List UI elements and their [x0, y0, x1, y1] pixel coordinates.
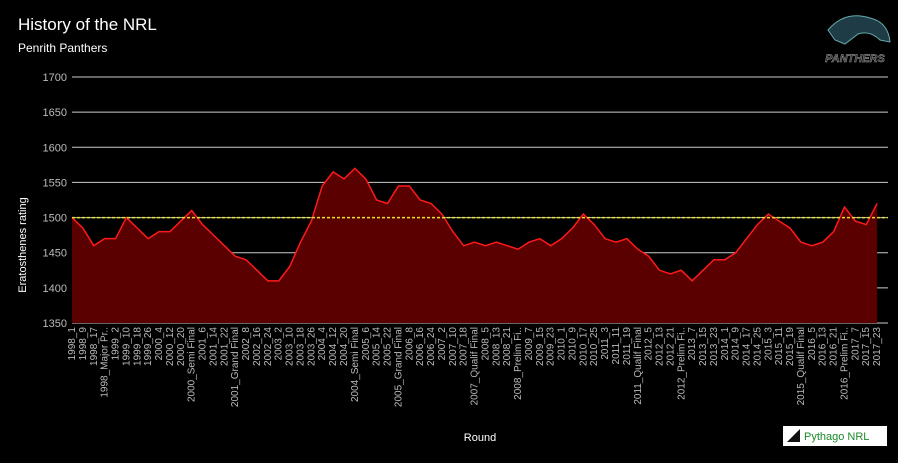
x-tick-label: 2012_13 [655, 327, 666, 366]
x-tick-label: 2017_23 [872, 327, 883, 366]
x-tick-label: 2015_Qualif Final [796, 327, 807, 405]
y-tick-label: 1700 [43, 72, 67, 84]
x-tick-label: 1998_1 [67, 327, 78, 361]
y-tick-label: 1600 [43, 142, 67, 154]
x-tick-label: 1999_26 [143, 327, 154, 366]
x-tick-label: 2014_25 [752, 327, 763, 366]
x-tick-label: 2009_23 [546, 327, 557, 366]
y-tick-label: 1650 [43, 107, 67, 119]
brand-icon [787, 429, 800, 442]
x-tick-label: 2011_3 [600, 327, 611, 360]
x-tick-label: 2007_10 [448, 327, 459, 366]
x-tick-label: 2013_15 [698, 327, 709, 366]
x-tick-label: 2002_16 [252, 327, 263, 366]
x-tick-label: 2012_5 [644, 327, 655, 361]
brand: Pythago NRL [783, 426, 887, 446]
x-tick-label: 2004_12 [328, 327, 339, 366]
x-tick-label: 1998_9 [78, 327, 89, 361]
x-tick-label: 2005_Grand Final [393, 327, 404, 407]
x-tick-label: 2013_23 [709, 327, 720, 366]
x-tick-label: 1999_2 [111, 327, 122, 361]
x-tick-label: 2017_15 [861, 327, 872, 366]
x-tick-label: 2009_15 [535, 327, 546, 366]
x-tick-label: 2016_5 [807, 327, 818, 361]
x-tick-label: 2010_25 [589, 327, 600, 366]
x-tick-label: 2016_21 [829, 327, 840, 366]
x-tick-label: 2007_18 [459, 327, 470, 366]
x-tick-label: 2010_17 [578, 327, 589, 366]
y-axis-label: Eratosthenes rating [17, 197, 29, 292]
y-tick-label: 1350 [43, 318, 67, 330]
x-tick-label: 2011_Qualif Final [633, 327, 644, 405]
chart-subtitle: Penrith Panthers [18, 41, 107, 55]
x-tick-label: 2008_13 [491, 327, 502, 366]
x-tick-label: 2015_19 [785, 327, 796, 366]
x-tick-label: 2006_8 [404, 327, 415, 361]
x-tick-label: 2003_2 [274, 327, 285, 361]
x-tick-label: 2004_4 [317, 327, 328, 361]
x-tick-label: 2003_18 [295, 327, 306, 366]
x-tick-label: 2013_7 [687, 327, 698, 361]
x-tick-label: 1999_18 [132, 327, 143, 366]
x-tick-label: 2014_17 [742, 327, 753, 366]
x-tick-label: 2015_11 [774, 327, 785, 366]
line [71, 167, 878, 282]
x-tick-label: 2010_1 [557, 327, 568, 361]
y-tick-label: 1400 [43, 283, 67, 295]
x-tick-label: 2017_7 [850, 327, 861, 361]
x-tick-label: 2014_9 [731, 327, 742, 361]
x-tick-label: 2008_Prelim Fi.. [513, 327, 524, 400]
x-tick-label: 2007_2 [437, 327, 448, 361]
x-tick-label: 2001_6 [198, 327, 209, 361]
x-tick-label: 2005_14 [372, 327, 383, 366]
x-tick-label: 2008_21 [502, 327, 513, 366]
brand-text: Pythago NRL [804, 431, 869, 443]
x-tick-label: 2002_24 [263, 327, 274, 366]
x-tick-label: 2000_Semi Final [187, 327, 198, 402]
x-tick-label: 2000_12 [165, 327, 176, 366]
x-tick-label: 2002_8 [241, 327, 252, 361]
x-tick-label: 2003_26 [306, 327, 317, 366]
x-tick-label: 2004_Semi Final [350, 327, 361, 402]
brand-box [783, 426, 887, 446]
x-tick-label: 2016_13 [818, 327, 829, 366]
x-tick-label: 2005_6 [361, 327, 372, 361]
x-tick-label: 2006_16 [415, 327, 426, 366]
x-tick-label: 2000_4 [154, 327, 165, 361]
y-tick-label: 1500 [43, 213, 67, 225]
x-tick-label: 2005_22 [383, 327, 394, 366]
x-tick-label: 1999_10 [121, 327, 132, 366]
x-tick-label: 1998_17 [89, 327, 100, 366]
y-tick-label: 1450 [43, 248, 67, 260]
x-axis-label: Round [464, 432, 496, 444]
x-tick-label: 2011_11 [611, 327, 622, 365]
area [72, 168, 878, 323]
x-tick-label: 2006_24 [426, 327, 437, 366]
logo: PANTHERS [825, 15, 891, 65]
x-tick-label: 2009_7 [524, 327, 535, 361]
x-tick-label: 2000_20 [176, 327, 187, 366]
x-tick-label: 2011_19 [622, 327, 633, 366]
x-tick-label: 2001_Grand Final [230, 327, 241, 407]
x-tick-label: 2003_10 [285, 327, 296, 366]
x-tick-label: 2014_1 [720, 327, 731, 361]
logo-text: PANTHERS [825, 53, 885, 65]
x-tick-label: 2004_20 [339, 327, 350, 366]
x-tick-label: 2007_Qualif Final [470, 327, 481, 405]
x-tick-label: 2012_21 [665, 327, 676, 366]
x-tick-label: 2016_Prelim Fi.. [839, 327, 850, 400]
x-tick-label: 2015_3 [763, 327, 774, 361]
logo-shape [827, 15, 891, 45]
x-tick-label: 2012_Prelim Fi.. [676, 327, 687, 400]
x-tick-label: 2010_9 [567, 327, 578, 361]
x-tick-label: 1998_Major Pr.. [100, 327, 111, 398]
x-tick-label: 2001_14 [208, 327, 219, 366]
chart-title: History of the NRL [18, 15, 157, 34]
y-tick-label: 1550 [43, 177, 67, 189]
x-tick-label: 2008_5 [480, 327, 491, 361]
x-tick-label: 2001_22 [219, 327, 230, 366]
